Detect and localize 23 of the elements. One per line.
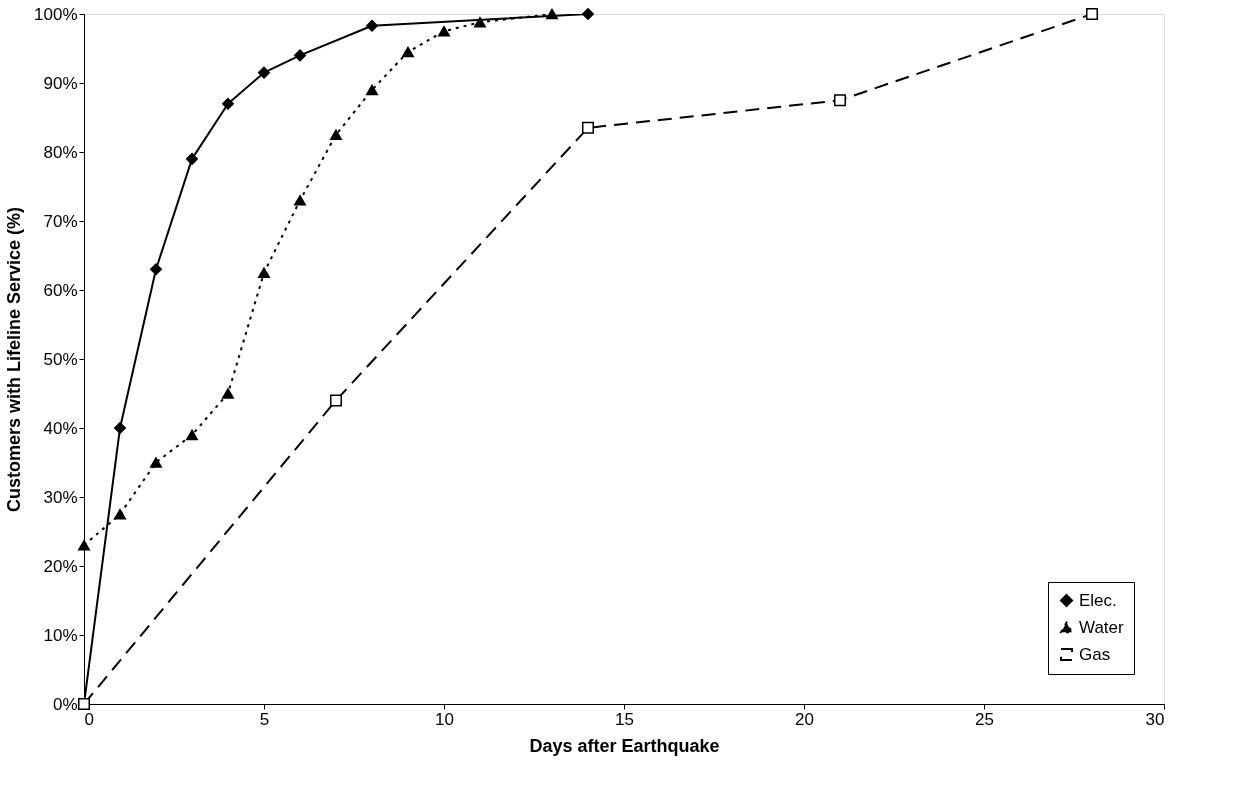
legend-label: Water bbox=[1079, 617, 1125, 637]
y-tick-label: 50% bbox=[43, 349, 78, 369]
y-tick-label: 10% bbox=[43, 625, 78, 645]
x-axis-title: Days after Earthquake bbox=[529, 735, 720, 756]
x-tick-label: 20 bbox=[795, 709, 814, 729]
x-tick-label: 15 bbox=[615, 709, 634, 729]
legend-label: Elec. bbox=[1079, 590, 1117, 610]
y-tick-label: 90% bbox=[43, 73, 78, 93]
legend-label: Gas bbox=[1079, 644, 1111, 664]
x-tick-label: 5 bbox=[259, 709, 270, 729]
x-tick-label: 0 bbox=[84, 709, 94, 729]
y-axis-title: Customers with Lifeline Service (%) bbox=[4, 206, 25, 513]
y-tick-label: 0% bbox=[52, 694, 78, 714]
y-tick-label: 80% bbox=[43, 142, 78, 162]
x-tick-label: 25 bbox=[975, 709, 994, 729]
y-tick-label: 40% bbox=[43, 418, 78, 438]
y-tick-label: 60% bbox=[43, 280, 78, 300]
x-tick-label: 10 bbox=[435, 709, 454, 729]
y-tick-label: 30% bbox=[43, 487, 78, 507]
y-tick-label: 100% bbox=[34, 4, 78, 24]
x-tick-label: 30 bbox=[1145, 709, 1165, 729]
y-tick-label: 70% bbox=[43, 211, 78, 231]
y-tick-label: 20% bbox=[43, 556, 78, 576]
